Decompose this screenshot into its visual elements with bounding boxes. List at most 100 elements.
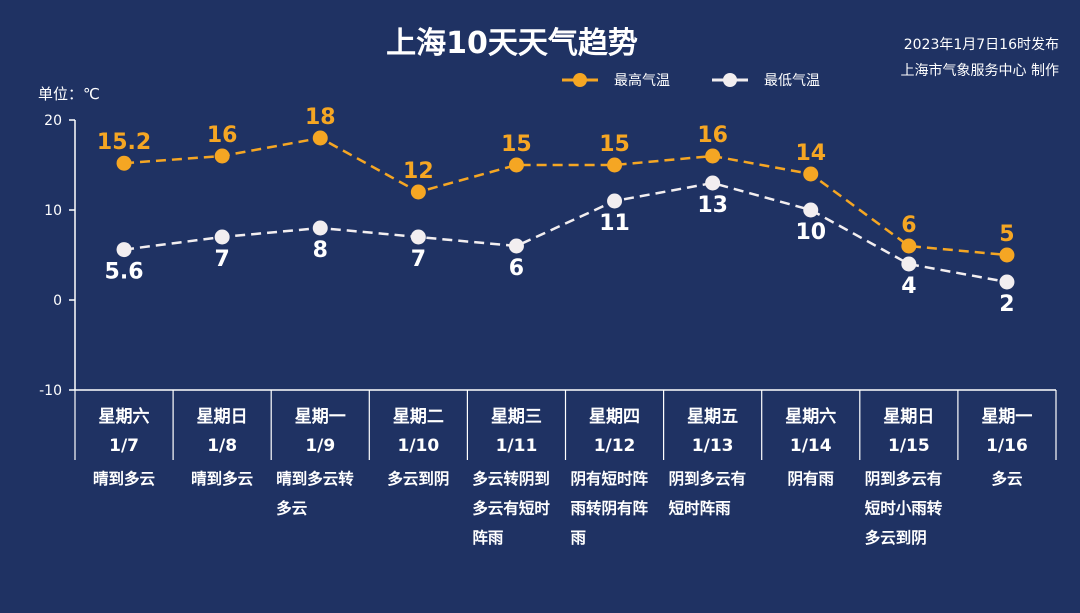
date-label: 1/11 — [496, 436, 538, 456]
weather-description: 多云转阴到多云有短时阵雨 — [472, 469, 550, 547]
legend-marker-high — [573, 73, 587, 87]
weather-line: 阵雨 — [472, 528, 503, 547]
high-temp-point — [705, 148, 721, 164]
high-temp-label: 16 — [697, 123, 728, 148]
low-temp-point — [214, 229, 230, 245]
high-temp-point — [410, 184, 426, 200]
legend-item-low: 最低气温 — [712, 73, 820, 89]
low-temp-point — [999, 274, 1015, 290]
y-tick-label: -10 — [39, 383, 62, 399]
weather-description: 晴到多云转多云 — [276, 469, 354, 518]
weather-description: 晴到多云 — [93, 469, 155, 488]
low-temp-label: 6 — [509, 256, 524, 281]
low-temp-label: 4 — [901, 274, 916, 299]
date-label: 1/10 — [397, 436, 439, 456]
weather-line: 多云 — [991, 469, 1022, 488]
date-label: 1/8 — [207, 436, 237, 456]
weather-line: 阴到多云有 — [865, 469, 943, 488]
low-temp-line — [123, 181, 1008, 284]
date-label: 1/14 — [790, 436, 832, 456]
weather-line: 短时阵雨 — [669, 499, 731, 518]
low-temp-label: 8 — [313, 238, 328, 263]
weather-line: 多云有短时 — [472, 499, 550, 518]
high-temp-point — [214, 148, 230, 164]
weather-line: 多云到阴 — [865, 528, 927, 547]
low-temp-point — [803, 202, 819, 218]
publish-source: 上海市气象服务中心 制作 — [901, 62, 1059, 79]
weather-description: 阴到多云有短时小雨转多云到阴 — [865, 469, 943, 547]
date-weather-table: 星期六1/7晴到多云星期日1/8晴到多云星期一1/9晴到多云转多云星期二1/10… — [74, 390, 1057, 547]
high-temp-point — [116, 155, 132, 171]
axes: 20 10 0 -10 — [39, 113, 1056, 399]
low-temp-label: 13 — [697, 193, 728, 218]
high-temp-label: 5 — [999, 222, 1014, 247]
weather-line: 雨转阴有阵 — [571, 499, 649, 518]
y-tick-label: 0 — [53, 293, 62, 309]
chart-title: 上海10天天气趋势 — [386, 26, 638, 61]
weekday-label: 星期四 — [589, 407, 640, 427]
high-temp-label: 12 — [403, 159, 434, 184]
series-lines — [123, 136, 1008, 284]
high-temp-label: 15.2 — [97, 130, 151, 155]
legend-label-high: 最高气温 — [614, 72, 670, 89]
high-temp-point — [508, 157, 524, 173]
high-temp-label: 16 — [207, 123, 238, 148]
weekday-label: 星期日 — [197, 407, 248, 427]
weather-line: 阴有短时阵 — [571, 469, 649, 488]
weekday-label: 星期二 — [393, 407, 444, 427]
weekday-label: 星期五 — [687, 407, 738, 427]
high-temp-label: 15 — [501, 132, 532, 157]
weekday-label: 星期六 — [99, 406, 150, 427]
y-tick-label: 20 — [44, 113, 62, 129]
low-temp-label: 11 — [599, 211, 630, 236]
legend-marker-low — [723, 73, 737, 87]
unit-label: 单位：℃ — [38, 85, 100, 103]
low-temp-point — [410, 229, 426, 245]
weather-line: 短时小雨转 — [865, 499, 943, 518]
weekday-label: 星期一 — [981, 407, 1032, 427]
high-temp-label: 18 — [305, 105, 336, 130]
high-temp-point — [312, 130, 328, 146]
high-temp-label: 6 — [901, 213, 916, 238]
weather-line: 多云 — [276, 499, 307, 518]
weather-line: 晴到多云 — [93, 469, 155, 488]
weather-description: 多云 — [991, 469, 1022, 488]
low-temp-point — [508, 238, 524, 254]
high-temp-label: 14 — [795, 141, 826, 166]
date-label: 1/7 — [109, 436, 139, 456]
y-tick-label: 10 — [44, 203, 62, 219]
weekday-label: 星期一 — [295, 407, 346, 427]
weather-description: 阴有短时阵雨转阴有阵雨 — [571, 469, 649, 547]
low-temp-label: 7 — [411, 247, 426, 272]
weather-line: 晴到多云转 — [276, 469, 354, 488]
low-temp-label: 7 — [214, 247, 229, 272]
legend-label-low: 最低气温 — [764, 73, 820, 89]
high-temp-point — [999, 247, 1015, 263]
high-temp-point — [901, 238, 917, 254]
weather-line: 阴到多云有 — [669, 469, 747, 488]
low-temp-label: 2 — [999, 292, 1014, 317]
series-marks: 15.2 16 18 12 15 15 16 14 6 5 5.6 7 8 7 6 11 13 10 4 2 — [97, 105, 1015, 317]
legend: 最高气温 最低气温 — [562, 72, 820, 89]
weekday-label: 星期六 — [785, 406, 836, 427]
high-temp-point — [803, 166, 819, 182]
weather-description: 阴有雨 — [787, 469, 834, 488]
weather-description: 阴到多云有短时阵雨 — [669, 469, 747, 518]
weather-description: 多云到阴 — [387, 469, 449, 488]
weather-line: 阴有雨 — [787, 469, 834, 488]
weekday-label: 星期日 — [883, 407, 934, 427]
low-temp-point — [607, 193, 623, 209]
weekday-label: 星期三 — [491, 407, 542, 427]
low-temp-label: 10 — [795, 220, 826, 245]
date-label: 1/16 — [986, 436, 1028, 456]
weather-description: 晴到多云 — [191, 469, 253, 488]
high-temp-point — [607, 157, 623, 173]
weather-line: 多云转阴到 — [472, 469, 550, 488]
low-temp-label: 5.6 — [105, 260, 144, 285]
date-label: 1/9 — [305, 436, 335, 456]
date-label: 1/13 — [692, 436, 734, 456]
publish-time: 2023年1月7日16时发布 — [904, 37, 1059, 53]
date-label: 1/15 — [888, 436, 930, 456]
low-temp-point — [312, 220, 328, 236]
